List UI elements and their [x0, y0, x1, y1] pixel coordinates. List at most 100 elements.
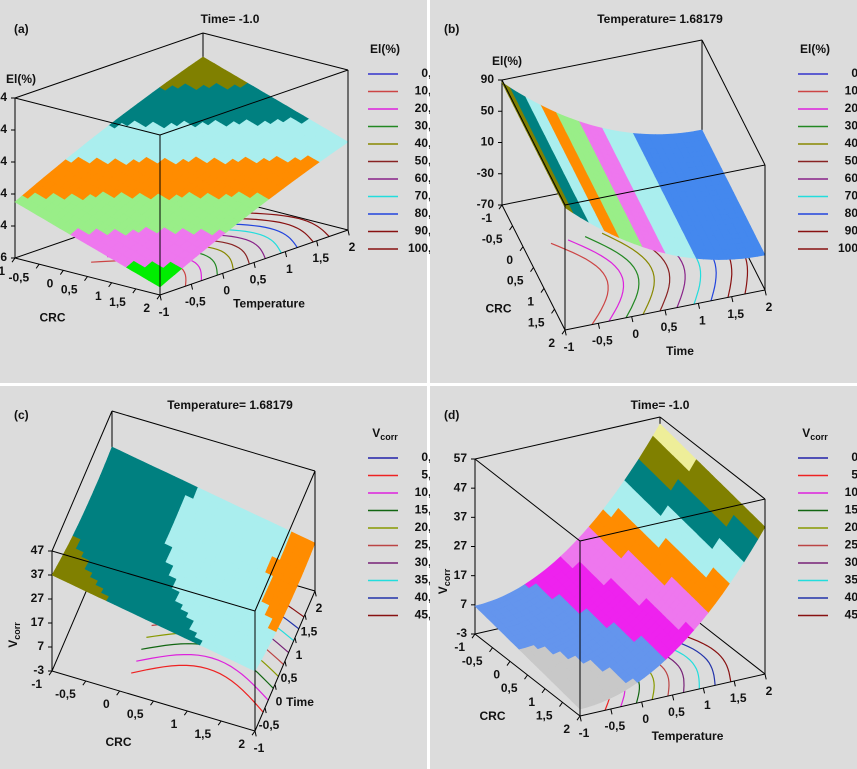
- z-tick-label: -30: [477, 166, 495, 180]
- legend-label: 20,0: [845, 101, 857, 115]
- axis-tick-label: 1,5: [730, 691, 747, 705]
- legend-label: 40,0: [845, 590, 857, 604]
- axis-tick-label: 0: [632, 327, 639, 341]
- axis-tick: [506, 661, 511, 666]
- axis-tick: [731, 296, 734, 303]
- z-tick-label: 27: [454, 539, 468, 553]
- axis-tick: [156, 294, 161, 300]
- panel-title: Temperature= 1.68179: [167, 398, 293, 412]
- contour-line: [234, 211, 330, 237]
- z-tick-label: -3: [33, 663, 44, 677]
- box-edge: [564, 164, 766, 206]
- legend-label: 0,0: [851, 450, 857, 464]
- axis-tick-label: 2: [766, 684, 773, 698]
- axis-tick: [530, 267, 534, 272]
- legend-label: 0,0: [851, 66, 857, 80]
- axis-tick-label: 1: [528, 695, 535, 709]
- axis-tick-label: 1: [95, 289, 102, 303]
- axis-tick: [672, 694, 675, 701]
- axis-tick-label: 1: [704, 698, 711, 712]
- legend-label: 30,0: [845, 555, 857, 569]
- axis-tick: [59, 270, 64, 275]
- axis-tick: [564, 329, 567, 336]
- z-axis-label: Vcorr: [6, 622, 22, 648]
- axis-tick-label: 1,5: [312, 251, 329, 265]
- legend-title: El(%): [370, 42, 400, 56]
- panel-label: (a): [14, 22, 29, 36]
- axis-tick: [183, 710, 188, 716]
- legend-label: 10,0: [845, 84, 857, 98]
- z-axis-label: El(%): [6, 72, 36, 86]
- z-tick-label: 14: [0, 218, 7, 232]
- box-edge: [51, 410, 113, 552]
- axis-tick: [304, 614, 307, 620]
- contour-line: [131, 664, 264, 713]
- axis-tick-label: 2: [563, 722, 570, 736]
- axis-tick: [519, 246, 524, 252]
- axis-tick: [697, 303, 701, 309]
- panel-label: (d): [444, 408, 459, 422]
- axis-tick: [217, 720, 222, 726]
- axis-tick-label: -1: [159, 305, 170, 319]
- label-main: V: [436, 586, 450, 594]
- axis-tick: [489, 647, 493, 653]
- box-edge: [579, 498, 766, 542]
- x-axis-label: CRC: [106, 735, 132, 749]
- label-sub: corr: [12, 622, 22, 640]
- panel-label: (c): [14, 408, 29, 422]
- axis-tick-label: 1,5: [727, 307, 744, 321]
- axis-tick: [82, 680, 87, 686]
- axis-tick: [471, 633, 476, 639]
- axis-tick: [108, 282, 113, 288]
- axis-tick: [702, 687, 706, 694]
- axis-tick-label: 2: [316, 601, 323, 615]
- axis-tick: [116, 690, 121, 696]
- x-axis-label: CRC: [486, 302, 512, 316]
- contour-line: [550, 242, 609, 325]
- box-edge: [474, 416, 661, 460]
- axis-tick-label: 1: [527, 295, 534, 309]
- axis-tick-label: -0,5: [55, 687, 76, 701]
- box-edge: [14, 97, 161, 136]
- axis-tick: [641, 701, 644, 708]
- axis-tick: [610, 708, 613, 715]
- legend-label: 30,0: [845, 119, 857, 133]
- label-sub: corr: [380, 432, 398, 442]
- axis-tick-label: -1: [31, 677, 42, 691]
- axis-tick: [274, 684, 277, 690]
- axis-tick-label: 0: [103, 697, 110, 711]
- axis-tick: [576, 715, 581, 721]
- axis-tick-label: 1: [699, 314, 706, 328]
- legend-title: Vcorr: [802, 426, 828, 442]
- axis-tick-label: 0: [493, 668, 500, 682]
- z-tick-label: 17: [454, 568, 468, 582]
- axis-tick: [316, 240, 319, 247]
- axis-tick-label: 0,5: [61, 283, 78, 297]
- z-tick-label: 47: [454, 480, 468, 494]
- panel-title: Temperature= 1.68179: [597, 12, 723, 26]
- axis-tick-label: 0: [223, 284, 230, 298]
- axis-tick-label: 0,5: [661, 320, 678, 334]
- axis-tick: [509, 225, 513, 231]
- axis-tick-label: -0,5: [8, 270, 29, 284]
- z-axis-label: El(%): [492, 54, 522, 68]
- axis-tick: [11, 257, 16, 263]
- z-tick-label: 94: [0, 90, 7, 104]
- z-axis-label: Vcorr: [436, 568, 452, 594]
- z-tick-label: 90: [481, 72, 495, 86]
- axis-tick-label: 0,5: [668, 705, 685, 719]
- axis-tick-label: 1,5: [301, 625, 318, 639]
- legend-label: 50,0: [845, 154, 857, 168]
- legend-label: 10,0: [845, 485, 857, 499]
- axis-tick-label: 2: [548, 336, 555, 350]
- contour-line: [584, 236, 640, 319]
- axis-tick-label: 1,5: [528, 315, 545, 329]
- legend-label: 100,0: [838, 241, 857, 255]
- contour-line: [136, 654, 269, 701]
- axis-tick-label: 0: [642, 712, 649, 726]
- z-tick-label: 37: [454, 510, 468, 524]
